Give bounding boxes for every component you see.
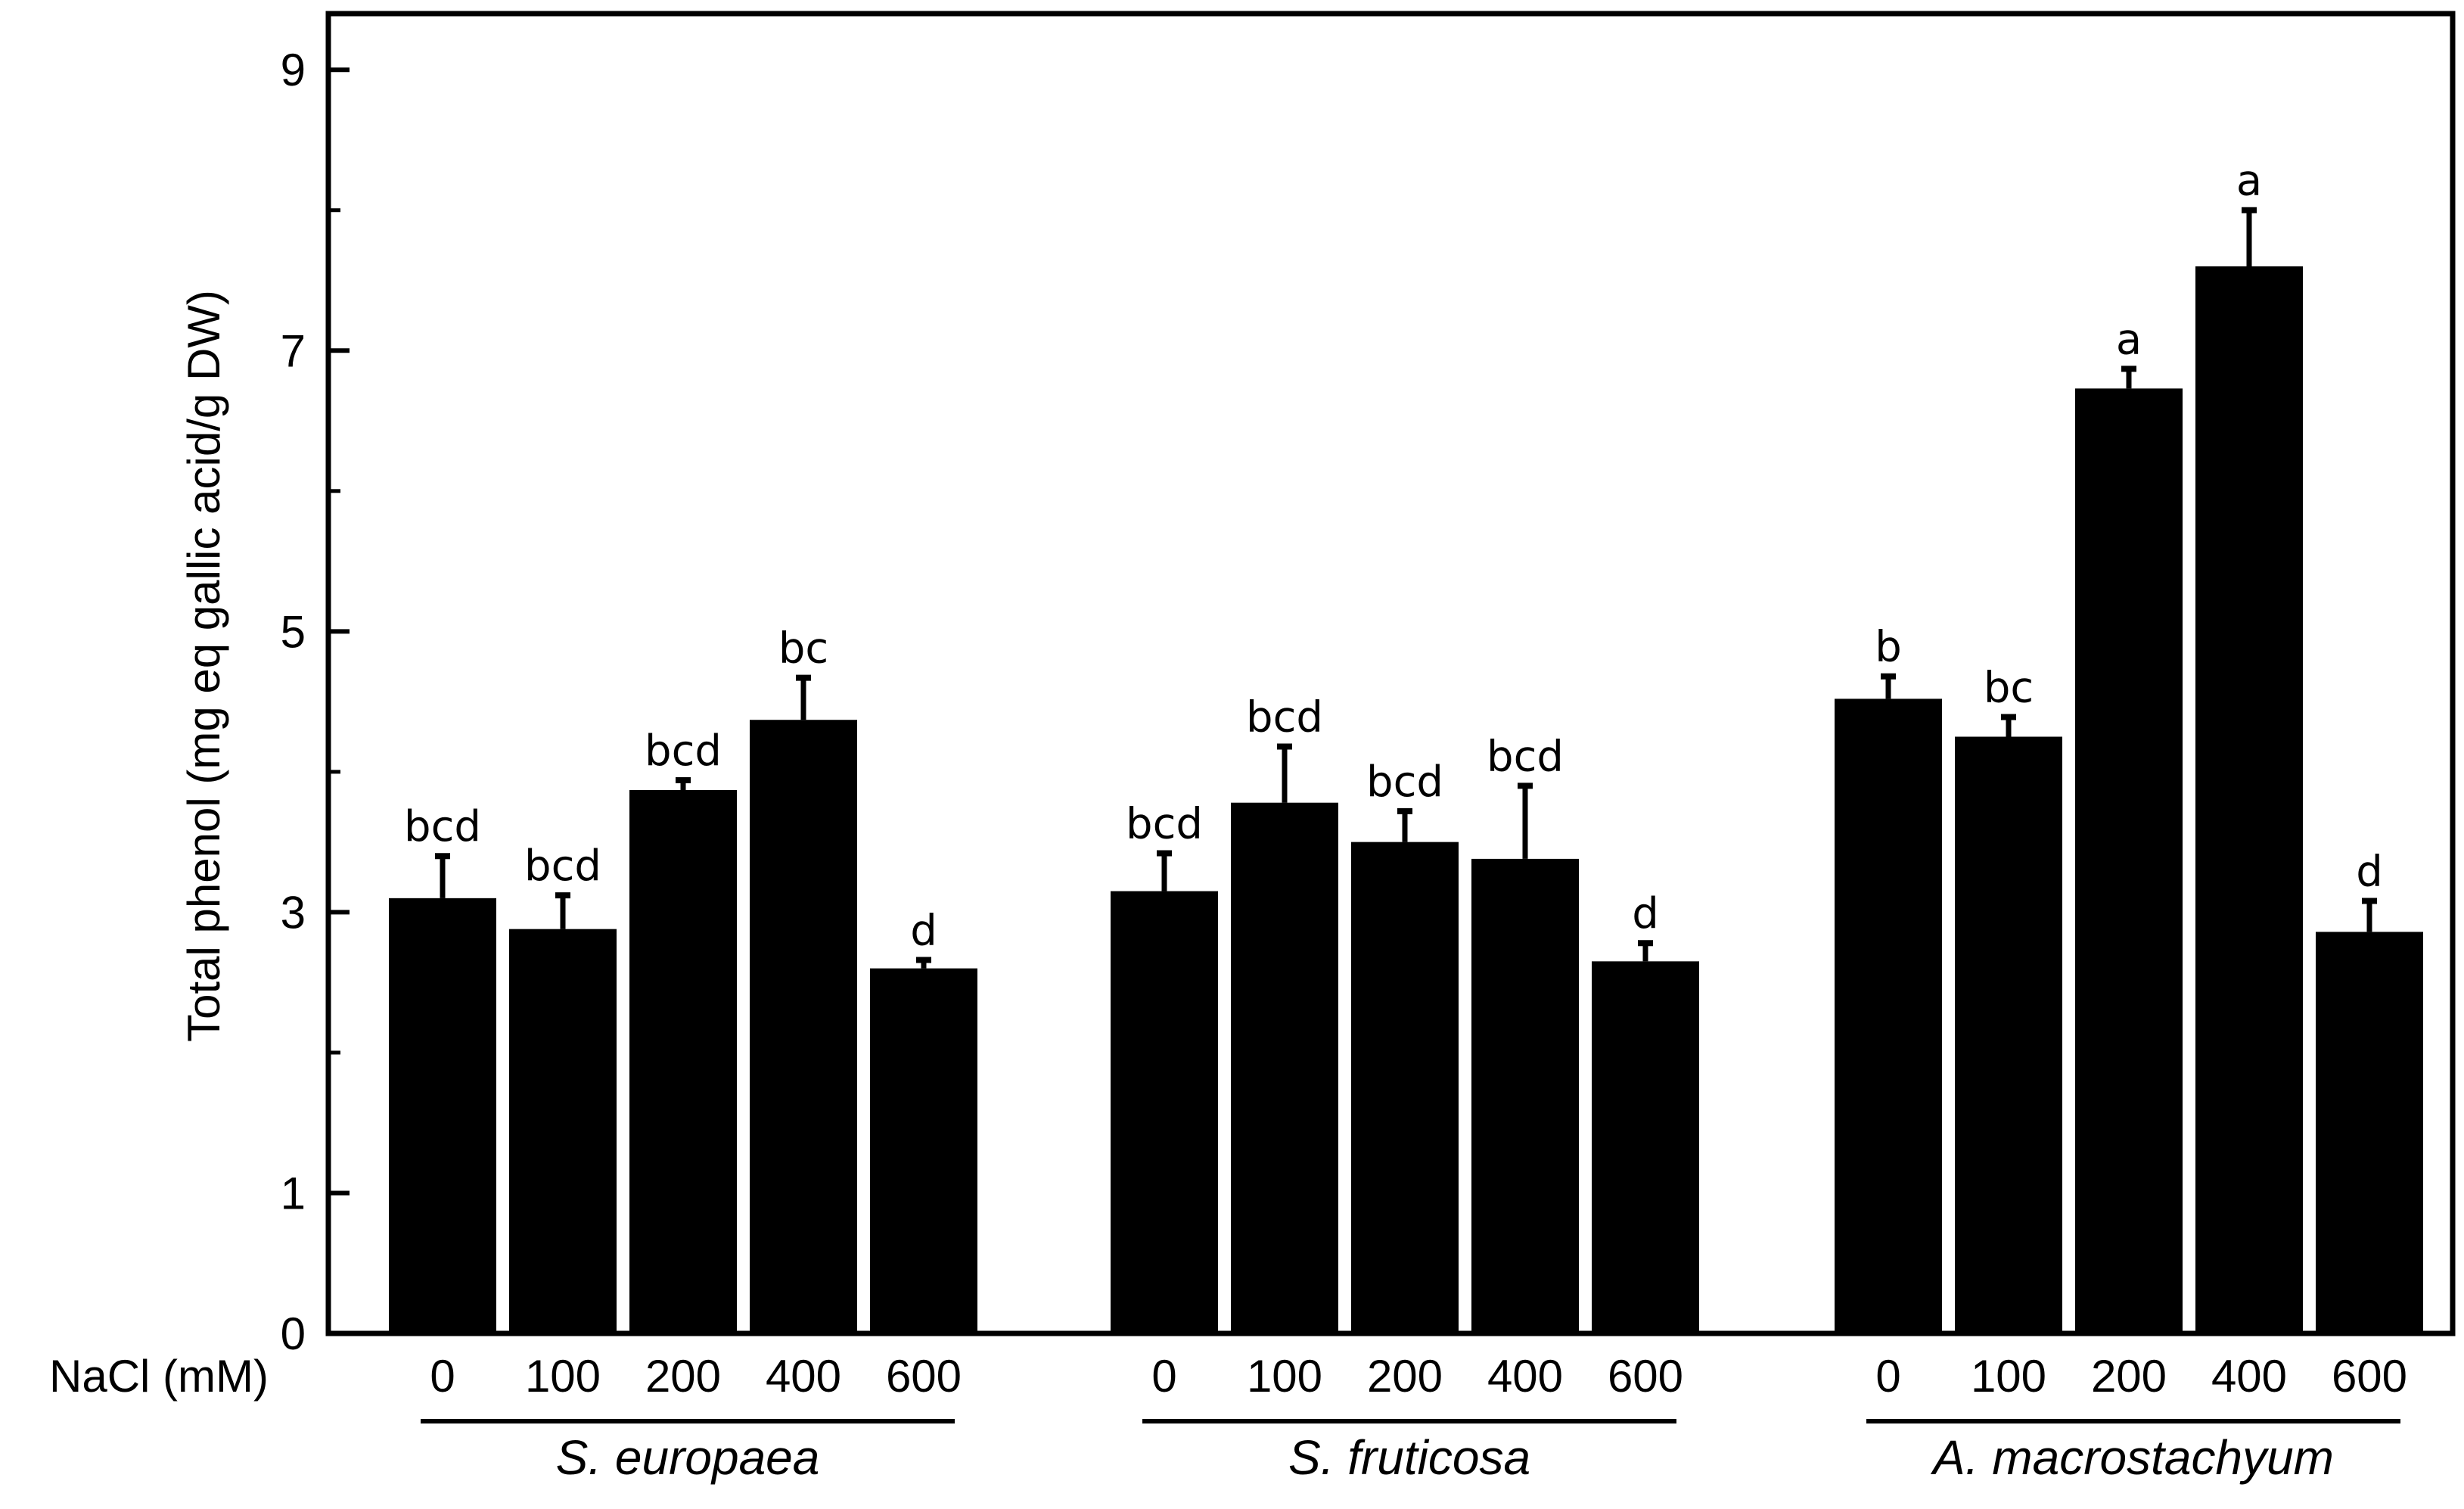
bar xyxy=(870,968,977,1333)
x-tick-label: 600 xyxy=(1608,1351,1683,1402)
x-tick-label: 100 xyxy=(525,1351,601,1402)
bar xyxy=(1471,858,1579,1333)
significance-label: b xyxy=(1875,623,1902,672)
x-tick-label: 0 xyxy=(430,1351,455,1402)
y-tick-label: 1 xyxy=(281,1168,306,1218)
significance-label: a xyxy=(2236,157,2262,206)
x-tick-label: 0 xyxy=(1875,1351,1900,1402)
significance-label: bc xyxy=(778,624,828,674)
significance-label: bcd xyxy=(1246,692,1323,742)
x-tick-label: 100 xyxy=(1971,1351,2046,1402)
y-axis: 0 1 3 5 7 9 xyxy=(281,45,350,1359)
significance-label: bcd xyxy=(1487,732,1564,781)
x-tick-label: 200 xyxy=(1367,1351,1443,1402)
bar xyxy=(750,720,857,1333)
bar xyxy=(2316,932,2423,1333)
y-tick-label: 3 xyxy=(281,887,306,938)
group-label: S. fruticosa xyxy=(1288,1430,1530,1485)
bar xyxy=(1351,842,1459,1333)
x-tick-label: 400 xyxy=(1487,1351,1563,1402)
significance-label: bcd xyxy=(404,802,481,851)
significance-label: bcd xyxy=(645,726,722,776)
x-axis-prefix: NaCl (mM) xyxy=(49,1351,269,1402)
bar xyxy=(1111,891,1218,1333)
y-tick-label: 9 xyxy=(281,45,306,95)
significance-label: d xyxy=(2356,848,2383,897)
x-tick-label: 100 xyxy=(1247,1351,1322,1402)
x-tick-label: 400 xyxy=(766,1351,841,1402)
significance-label: bc xyxy=(1984,664,2034,713)
bar xyxy=(1835,698,1942,1333)
y-tick-label: 5 xyxy=(281,606,306,657)
x-tick-label: 600 xyxy=(886,1351,962,1402)
group-label: S. europaea xyxy=(556,1430,820,1485)
bar xyxy=(2075,388,2183,1333)
significance-label: bcd xyxy=(1366,758,1443,807)
y-tick-label: 7 xyxy=(281,325,306,376)
x-tick-label: 200 xyxy=(2091,1351,2167,1402)
significance-label: bcd xyxy=(524,842,601,891)
bar xyxy=(629,789,737,1333)
significance-label: bcd xyxy=(1126,799,1203,848)
x-tick-label: 0 xyxy=(1151,1351,1176,1402)
bar xyxy=(1231,802,1338,1333)
significance-label: d xyxy=(910,906,937,955)
significance-label: d xyxy=(1632,889,1659,938)
bar xyxy=(2195,266,2303,1333)
bar xyxy=(389,898,496,1333)
bar xyxy=(1592,961,1699,1333)
y-tick-label: 0 xyxy=(281,1308,306,1359)
x-tick-label: 600 xyxy=(2332,1351,2407,1402)
bar xyxy=(509,929,617,1333)
y-axis-title: Total phenol (mg eq gallic acid/g DW) xyxy=(179,290,229,1042)
x-tick-label: 200 xyxy=(645,1351,721,1402)
significance-label: a xyxy=(2116,315,2142,364)
x-axis-labels: 0 100 200 400 600 S. europaea 0 100 200 400 600 S. … xyxy=(421,1351,2407,1485)
x-tick-label: 400 xyxy=(2211,1351,2287,1402)
bar xyxy=(1955,736,2062,1333)
group-label: A. macrostachyum xyxy=(1930,1430,2334,1485)
